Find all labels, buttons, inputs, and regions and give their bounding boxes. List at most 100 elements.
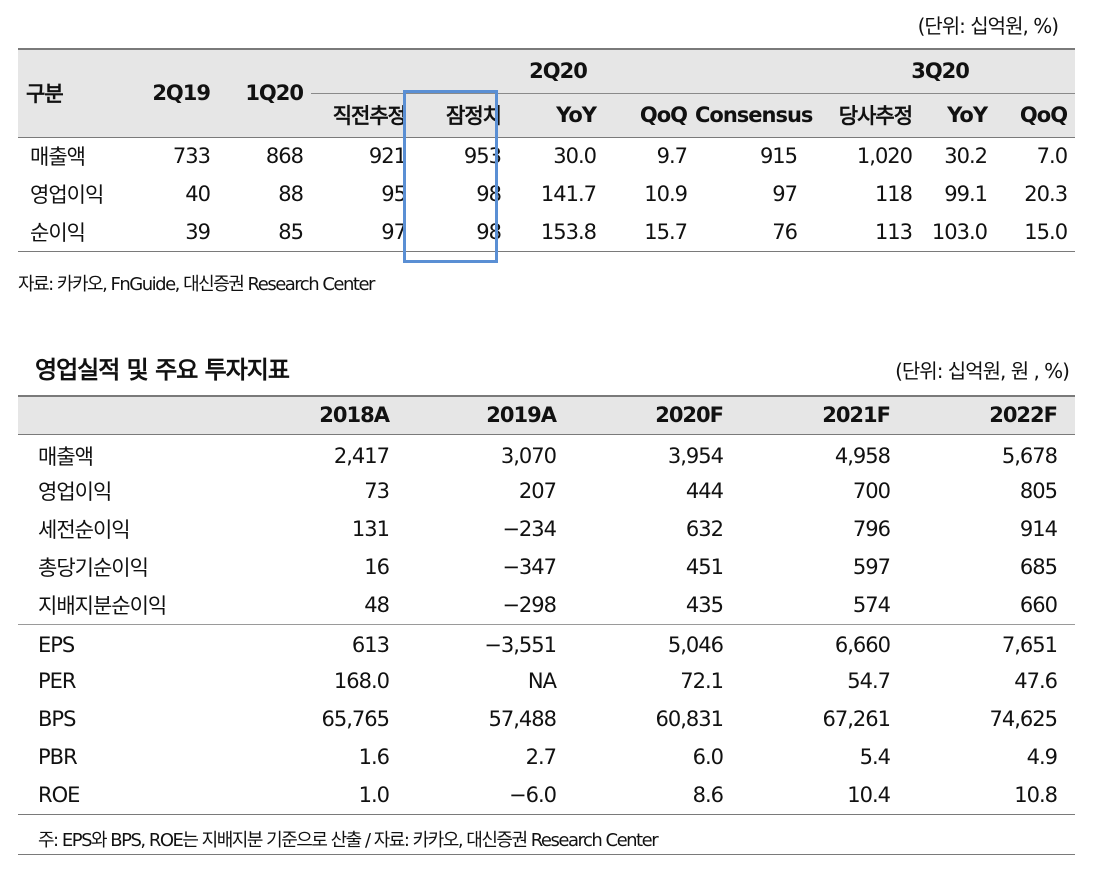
- row-label: 매출액: [38, 445, 94, 470]
- cell: 15.0: [1024, 219, 1068, 244]
- cell: 65,765: [321, 707, 390, 731]
- cell: 103.0: [931, 219, 988, 244]
- header-group-3q20: 3Q20: [805, 49, 1076, 94]
- cell: 10.8: [1014, 782, 1058, 807]
- cell: 57,488: [488, 707, 557, 731]
- header-consensus: Consensus: [695, 103, 813, 127]
- cell: 10.4: [847, 782, 891, 807]
- row-label: PBR: [38, 745, 78, 769]
- row-label: 영업이익: [30, 183, 104, 207]
- cell: 7.0: [1036, 144, 1068, 169]
- table2-note: 주: EPS와 BPS, ROE는 지배지분 기준으로 산출 / 자료: 카카오…: [38, 830, 659, 851]
- cell: 435: [685, 592, 724, 617]
- cell: 74,625: [989, 707, 1058, 731]
- table-row: 지배지분순이익 48 −298 435 574 660: [18, 586, 1075, 624]
- cell: 97: [772, 182, 798, 206]
- cell: 3,070: [500, 444, 557, 469]
- annual-forecast-table: 2018A 2019A 2020F 2021F 2022F 매출액 2,417 …: [18, 395, 1075, 815]
- cell: 7,651: [1001, 633, 1058, 658]
- row-label: 순이익: [30, 220, 86, 245]
- cell: 85: [278, 219, 304, 244]
- header-preliminary: 잠정치: [446, 104, 502, 128]
- cell: 796: [852, 517, 891, 541]
- cell: 60,831: [655, 707, 724, 731]
- cell: 914: [1019, 517, 1058, 541]
- row-label: PER: [38, 669, 77, 693]
- table-row: 영업이익 40 88 95 98 141.7 10.9 97 118 99.1 …: [18, 175, 1075, 213]
- cell: 168.0: [333, 669, 390, 693]
- cell: 444: [685, 479, 724, 503]
- table1-source: 자료: 카카오, FnGuide, 대신증권 Research Center: [18, 274, 375, 295]
- quarterly-results-table: 구분 2Q19 1Q20 2Q20 3Q20 직전추정 잠정치 YoY QoQ …: [18, 48, 1076, 252]
- cell: 868: [265, 144, 304, 169]
- header-2q19: 2Q19: [152, 81, 211, 106]
- row-label: 매출액: [30, 145, 86, 170]
- cell: −298: [502, 592, 557, 617]
- table-row: BPS 65,765 57,488 60,831 67,261 74,625: [18, 700, 1075, 738]
- cell: 67,261: [822, 707, 891, 731]
- cell: 10.9: [644, 182, 688, 206]
- cell: −3,551: [484, 633, 557, 658]
- row-label: 지배지분순이익: [38, 593, 167, 618]
- header-year: 2022F: [989, 403, 1058, 428]
- cell: −6.0: [509, 782, 557, 807]
- row-label: ROE: [38, 782, 80, 807]
- table-row: PER 168.0 NA 72.1 54.7 47.6: [18, 662, 1075, 700]
- bottom-divider: [18, 854, 1075, 855]
- table-row: 총당기순이익 16 −347 451 597 685: [18, 548, 1075, 586]
- table-row: 세전순이익 131 −234 632 796 914: [18, 510, 1075, 548]
- row-label: BPS: [38, 707, 76, 731]
- cell: 921: [368, 144, 407, 169]
- cell: 597: [852, 555, 891, 579]
- table-row: 순이익 39 85 97 98 153.8 15.7 76 113 103.0 …: [18, 213, 1075, 251]
- header-our-estimate: 당사추정: [838, 104, 913, 128]
- cell: 915: [759, 144, 798, 169]
- cell: 88: [278, 182, 304, 206]
- cell: 733: [172, 144, 211, 169]
- cell: 40: [185, 182, 211, 206]
- cell: 953: [463, 144, 502, 169]
- table2-unit: (단위: 십억원, 원 , %): [895, 359, 1070, 383]
- cell: 5,046: [667, 633, 724, 658]
- cell: 6,660: [834, 633, 891, 658]
- cell: 73: [364, 479, 390, 503]
- table-row: 영업이익 73 207 444 700 805: [18, 472, 1075, 510]
- cell: 98: [476, 182, 502, 206]
- cell: 72.1: [680, 669, 724, 693]
- cell: 47.6: [1014, 669, 1058, 693]
- cell: 685: [1019, 555, 1058, 579]
- cell: 98: [476, 219, 502, 244]
- cell: 805: [1019, 479, 1058, 503]
- cell: 54.7: [847, 669, 891, 693]
- cell: 141.7: [540, 182, 597, 206]
- cell: 39: [185, 219, 211, 244]
- cell: 30.2: [944, 144, 988, 169]
- cell: 2.7: [525, 745, 557, 769]
- header-category: 구분: [26, 82, 64, 107]
- header-year: 2020F: [655, 403, 724, 428]
- header-yoy: YoY: [556, 103, 597, 127]
- cell: 99.1: [944, 182, 988, 206]
- cell: 6.0: [692, 745, 724, 769]
- cell: 9.7: [656, 144, 688, 169]
- header-group-2q20: 2Q20: [311, 49, 806, 94]
- header-year: 2019A: [486, 403, 557, 428]
- cell: 97: [381, 219, 407, 244]
- section-title: 영업실적 및 주요 투자지표: [35, 356, 290, 384]
- cell: 131: [351, 517, 390, 541]
- header-year: 2021F: [822, 403, 891, 428]
- table1-unit: (단위: 십억원, %): [917, 14, 1059, 38]
- cell: 16: [364, 555, 390, 579]
- table-row: 매출액 733 868 921 953 30.0 9.7 915 1,020 3…: [18, 137, 1075, 175]
- cell: NA: [527, 669, 557, 693]
- cell: 207: [518, 479, 557, 503]
- cell: 1,020: [856, 144, 913, 169]
- cell: 5.4: [859, 745, 891, 769]
- row-label: EPS: [38, 633, 75, 658]
- cell: 20.3: [1024, 182, 1068, 206]
- header-1q20: 1Q20: [245, 81, 304, 106]
- cell: 4,958: [834, 444, 891, 469]
- header-qoq: QoQ: [639, 103, 688, 127]
- cell: 153.8: [540, 219, 597, 244]
- cell: 76: [772, 219, 798, 244]
